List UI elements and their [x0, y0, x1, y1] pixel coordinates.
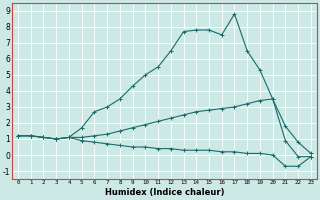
X-axis label: Humidex (Indice chaleur): Humidex (Indice chaleur) [105, 188, 224, 197]
